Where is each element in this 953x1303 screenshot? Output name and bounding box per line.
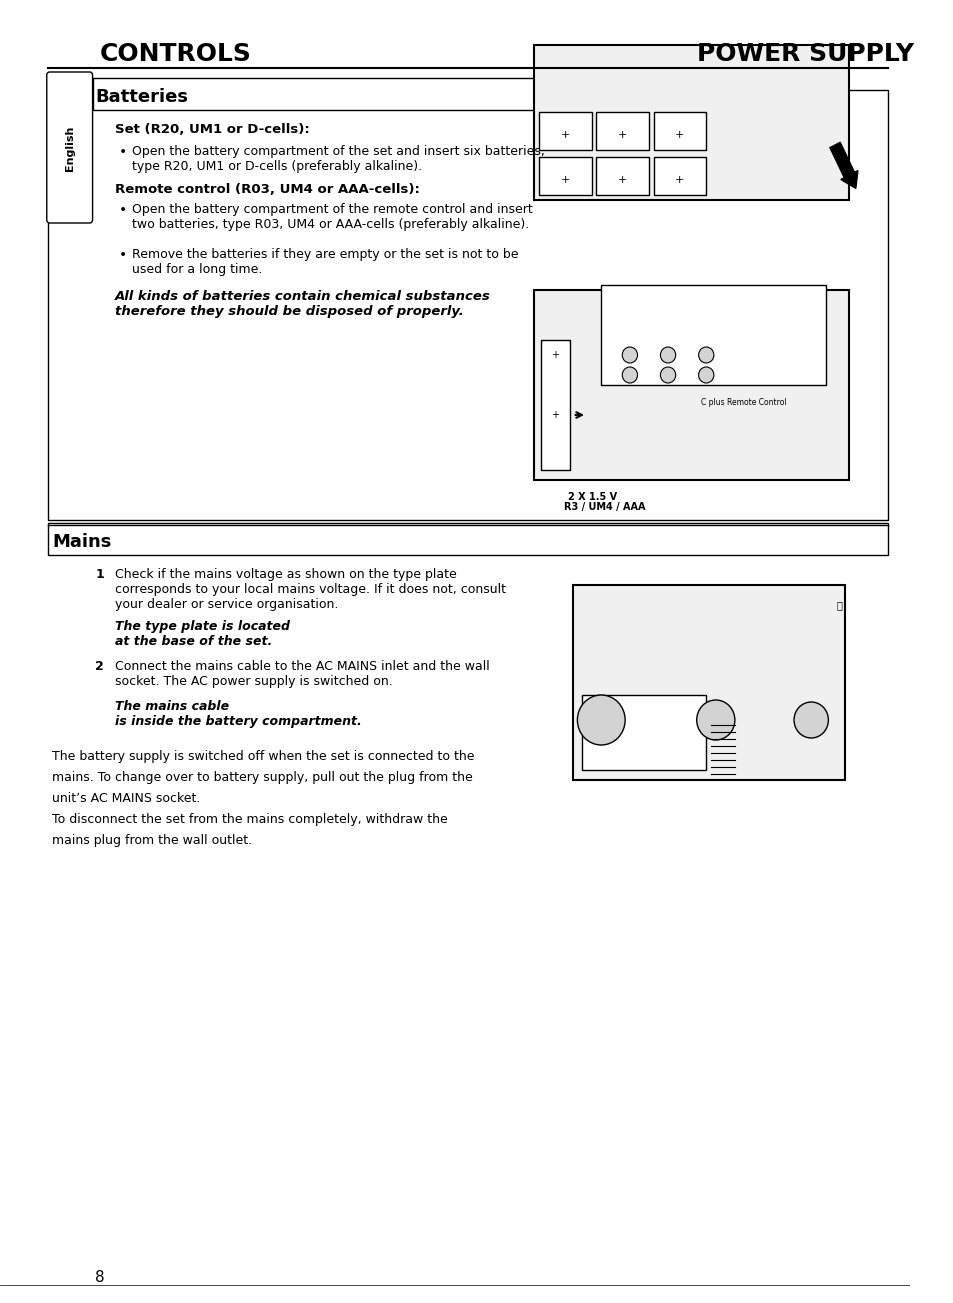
Text: 8: 8 [95,1270,105,1285]
Text: The type plate is located
at the base of the set.: The type plate is located at the base of… [114,620,289,648]
Text: Remote control (R03, UM4 or AAA-cells):: Remote control (R03, UM4 or AAA-cells): [114,182,419,195]
Circle shape [698,347,713,364]
Text: R3 / UM4 / AAA: R3 / UM4 / AAA [563,502,645,512]
Text: The mains cable
is inside the battery compartment.: The mains cable is inside the battery co… [114,700,361,728]
Text: •: • [119,203,128,218]
Text: Set (R20, UM1 or D-cells):: Set (R20, UM1 or D-cells): [114,122,309,136]
Bar [596,156,648,195]
Text: +: + [674,130,683,139]
Circle shape [659,367,675,383]
Circle shape [577,694,624,745]
Text: CONTROLS: CONTROLS [100,42,252,66]
Text: Connect the mains cable to the AC MAINS inlet and the wall
socket. The AC power : Connect the mains cable to the AC MAINS … [114,661,489,688]
Circle shape [621,367,637,383]
Text: Check if the mains voltage as shown on the type plate
corresponds to your local : Check if the mains voltage as shown on t… [114,568,505,611]
Bar [581,694,705,770]
Bar [92,78,817,109]
Circle shape [698,367,713,383]
Text: +: + [674,175,683,185]
Text: +: + [617,175,626,185]
Bar [534,291,848,480]
Bar [540,340,569,470]
Bar [653,156,705,195]
Text: 1: 1 [95,568,104,581]
Text: Batteries: Batteries [95,89,189,106]
Bar [48,523,886,555]
Circle shape [793,702,827,737]
Text: +: + [617,130,626,139]
Circle shape [659,347,675,364]
Text: Open the battery compartment of the set and insert six batteries,
type R20, UM1 : Open the battery compartment of the set … [132,145,544,173]
Bar [538,156,591,195]
Text: +: + [559,175,569,185]
Text: 2 X 1.5 V: 2 X 1.5 V [567,493,617,502]
Text: •: • [119,145,128,159]
Text: +: + [559,130,569,139]
Text: Open the battery compartment of the remote control and insert
two batteries, typ: Open the battery compartment of the remo… [132,203,532,231]
FancyBboxPatch shape [47,72,92,223]
Bar [600,285,824,384]
FancyArrow shape [829,142,857,189]
Circle shape [621,347,637,364]
Bar [48,90,886,520]
Bar [534,46,848,199]
Text: All kinds of batteries contain chemical substances
therefore they should be disp: All kinds of batteries contain chemical … [114,291,490,318]
Bar [538,112,591,150]
Text: •: • [119,248,128,262]
Circle shape [696,700,734,740]
Text: C plus Remote Control: C plus Remote Control [700,397,786,407]
Text: Mains: Mains [52,533,112,551]
Text: Ⓧ: Ⓧ [835,599,841,610]
Text: Remove the batteries if they are empty or the set is not to be
used for a long t: Remove the batteries if they are empty o… [132,248,517,276]
Text: +: + [551,410,558,420]
Bar [572,585,843,780]
Text: English: English [65,125,74,171]
Bar [596,112,648,150]
Text: +: + [551,351,558,360]
Bar [653,112,705,150]
Text: 2: 2 [95,661,104,674]
Text: The battery supply is switched off when the set is connected to the
mains. To ch: The battery supply is switched off when … [52,751,475,847]
Text: POWER SUPPLY: POWER SUPPLY [696,42,913,66]
